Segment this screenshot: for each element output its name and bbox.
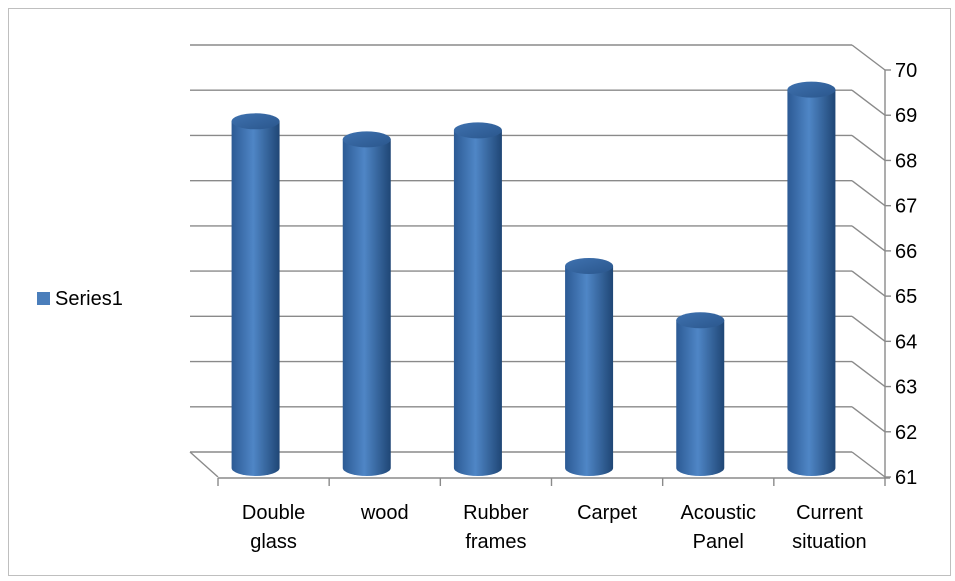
bar-top [787,81,836,98]
labels: 61 62 63 64 65 66 67 68 69 70 Double glass wood Rubbe… [242,60,917,553]
bar-body [565,266,614,476]
bar-top [231,113,280,130]
gridlines [190,44,886,478]
x-tick-label-line: Panel [693,531,744,553]
gridline-depth [851,451,886,478]
gridline-depth [851,270,886,297]
legend-swatch-series1 [37,292,50,305]
x-tick-label: Rubber frames [463,502,529,553]
x-tick-label: Double glass [242,502,305,553]
x-tick-label-line: situation [792,531,867,553]
bar-2 [453,122,502,476]
bar-top [565,258,614,275]
gridline-depth [851,360,886,388]
y-tick-label: 65 [895,286,917,308]
x-tick-label-line: Carpet [577,502,637,524]
x-tick-label: Current situation [792,502,867,553]
x-tick-label-line: Double [242,502,305,524]
bar-top [342,131,391,148]
bar-5 [787,81,836,477]
bar-body [676,320,725,476]
gridline-depth [851,134,886,162]
x-tick-label: Carpet [577,502,637,524]
bar-top [453,122,502,139]
y-tick-label: 64 [895,331,917,353]
y-tick-label: 66 [895,241,917,263]
legend: Series1 [37,288,123,310]
y-tick-label: 67 [895,196,917,218]
x-tick-label: wood [360,502,409,524]
x-tick-label-line: wood [360,502,409,524]
bar-3 [565,258,614,476]
bar-0 [231,113,280,477]
x-tick-label-line: Current [796,502,863,524]
bar-body [453,130,502,476]
x-tick-label-line: Rubber [463,502,529,524]
gridline-depth [851,315,886,342]
y-tick-label: 70 [895,60,917,82]
gridline-depth [851,44,886,71]
floor-edge [189,451,219,478]
bar-body [787,89,836,477]
gridline-depth [851,89,886,116]
legend-label-series1: Series1 [55,288,123,310]
axes [189,69,891,486]
gridline-depth [851,406,886,433]
y-tick-label: 63 [895,377,917,399]
x-tick-label: Acoustic Panel [680,502,756,553]
y-tick-label: 62 [895,422,917,444]
bar-1 [342,131,391,476]
bar-body [231,121,280,477]
x-tick-label-line: frames [465,531,526,553]
y-tick-label: 61 [895,467,917,489]
y-tick-label: 69 [895,105,917,127]
bars [231,81,836,477]
bar-body [342,139,391,476]
gridline-depth [851,225,886,252]
x-tick-label-line: glass [250,531,297,553]
bar-top [676,312,725,329]
x-tick-label-line: Acoustic [680,502,756,524]
y-tick-label: 68 [895,150,917,172]
gridline-depth [851,180,886,207]
bar-4 [676,312,725,476]
